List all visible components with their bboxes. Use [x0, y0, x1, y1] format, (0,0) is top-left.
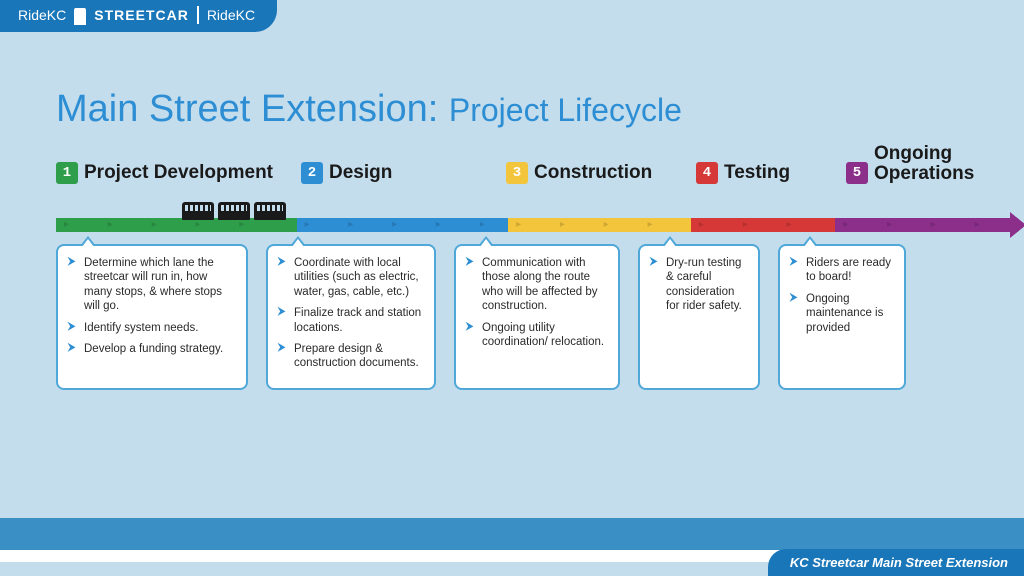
- phase-3: 3 Construction: [506, 162, 652, 184]
- phase-num-5: 5: [846, 162, 868, 184]
- callout-4-bullet-1: Dry-run testing & careful consideration …: [650, 256, 748, 314]
- phase-num-1: 1: [56, 162, 78, 184]
- phase-label-1: Project Development: [84, 162, 273, 184]
- callout-1-bullet-1: Determine which lane the streetcar will …: [68, 256, 236, 314]
- callout-box-2: Coordinate with local utilities (such as…: [266, 244, 436, 390]
- callout-3-bullet-2: Ongoing utility coordination/ relocation…: [466, 321, 608, 350]
- phase-num-2: 2: [301, 162, 323, 184]
- footer-label: KC Streetcar Main Street Extension: [790, 555, 1008, 570]
- brand-text-2: STREETCAR: [94, 7, 189, 23]
- streetcar-icon: [74, 8, 86, 22]
- timeline-seg-1: [56, 218, 297, 232]
- callout-1-bullet-3: Develop a funding strategy.: [68, 342, 236, 356]
- timeline-seg-5: [835, 218, 1018, 232]
- timeline-seg-3: [508, 218, 691, 232]
- phase-1: 1 Project Development: [56, 162, 273, 184]
- timeline-arrowhead: [1010, 212, 1024, 238]
- timeline-seg-2: [297, 218, 509, 232]
- phase-num-3: 3: [506, 162, 528, 184]
- callout-5-bullet-2: Ongoing maintenance is provided: [790, 292, 894, 335]
- phase-label-4: Testing: [724, 162, 790, 184]
- phase-num-4: 4: [696, 162, 718, 184]
- streetcar-graphic: [182, 194, 292, 220]
- phase-label-2: Design: [329, 162, 392, 184]
- badge-divider: [197, 6, 199, 24]
- phase-label-3: Construction: [534, 162, 652, 184]
- callout-1-bullet-2: Identify system needs.: [68, 321, 236, 335]
- callout-5-bullet-1: Riders are ready to board!: [790, 256, 894, 285]
- footer-badge: KC Streetcar Main Street Extension: [768, 549, 1024, 576]
- callout-2-bullet-3: Prepare design & construction documents.: [278, 342, 424, 371]
- page-title: Main Street Extension: Project Lifecycle: [56, 88, 682, 131]
- title-main: Main Street Extension:: [56, 88, 438, 130]
- callout-box-3: Communication with those along the route…: [454, 244, 620, 390]
- brand-text-1: RideKC: [18, 7, 66, 23]
- phase-label-5: OngoingOperations: [874, 144, 974, 184]
- phase-5: 5 OngoingOperations: [846, 144, 974, 184]
- brand-text-3: RideKC: [207, 7, 255, 23]
- phase-2: 2 Design: [301, 162, 392, 184]
- footer-bar: [0, 518, 1024, 550]
- phase-4: 4 Testing: [696, 162, 790, 184]
- callout-box-5: Riders are ready to board! Ongoing mainte…: [778, 244, 906, 390]
- callout-box-1: Determine which lane the streetcar will …: [56, 244, 248, 390]
- timeline-seg-4: [691, 218, 835, 232]
- callout-2-bullet-1: Coordinate with local utilities (such as…: [278, 256, 424, 299]
- callout-3-bullet-1: Communication with those along the route…: [466, 256, 608, 314]
- title-sub: Project Lifecycle: [449, 92, 682, 128]
- timeline-bar: [56, 218, 1018, 232]
- callout-2-bullet-2: Finalize track and station locations.: [278, 306, 424, 335]
- callout-boxes-row: Determine which lane the streetcar will …: [56, 244, 1018, 390]
- header-badge: RideKC STREETCAR RideKC: [0, 0, 277, 32]
- callout-box-4: Dry-run testing & careful consideration …: [638, 244, 760, 390]
